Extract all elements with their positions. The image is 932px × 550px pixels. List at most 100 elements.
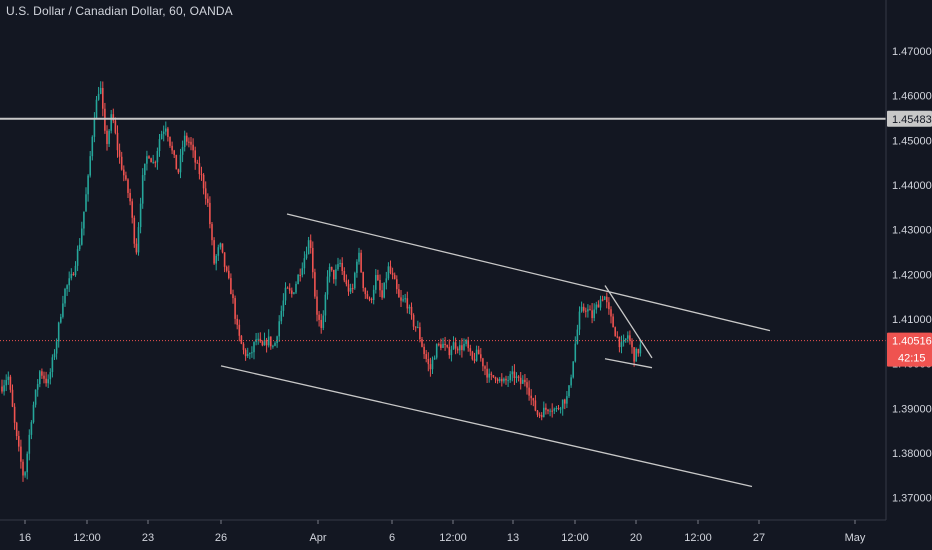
candle-body [442,343,444,348]
candle-body [377,274,379,281]
candle-body [414,326,417,328]
candle-body [627,335,629,339]
y-tick-label: 1.37000 [892,493,932,505]
candle-body [219,243,222,248]
candle-body [505,378,507,381]
candles-layer [1,81,642,482]
candle-body [601,299,604,301]
candle-body [412,315,415,327]
candle-body [496,379,499,381]
candle-body [461,345,463,351]
candle-body [578,311,581,330]
x-tick-label: 12:00 [684,532,712,544]
candle-body [576,329,579,344]
candle-body [616,336,619,338]
candle-body [169,136,171,146]
candle-body [209,202,211,225]
candle-body [270,336,272,347]
candle-body [519,377,522,384]
candle-body [492,374,495,378]
candle-body [135,243,138,253]
candle-body [26,453,28,473]
candle-body [183,135,186,148]
candle-body [3,385,5,392]
trendline-wedge-lower[interactable] [604,358,653,369]
candle-body [196,162,199,164]
candle-body [85,194,87,212]
candle-body [599,299,602,308]
candle-body [349,288,352,292]
candle-body [291,290,293,294]
candle-body [198,163,201,175]
candle-body [347,284,350,292]
candle-body [408,306,411,309]
candle-body [372,289,375,300]
x-tick-label: 16 [19,532,31,544]
trendline-channel-lower[interactable] [220,365,753,488]
candle-body [303,258,306,269]
candle-body [99,88,102,94]
candle-body [190,141,192,145]
candle-body [76,249,79,266]
candle-body [110,114,112,131]
trendline-wedge-upper[interactable] [604,285,653,359]
candle-body [131,201,133,218]
trendlines-layer[interactable] [220,213,771,488]
candle-body [213,240,215,264]
candle-body [255,339,257,343]
x-tick-label: 26 [215,532,227,544]
candle-body [129,192,131,202]
candle-body [337,264,339,270]
time-axis[interactable]: 16 12:00 23 26 Apr 6 12:00 13 12:00 20 12:00 27 May [19,520,866,544]
candle-body [68,278,70,286]
candle-body [114,120,117,133]
candle-body [517,376,520,378]
candle-body [238,324,241,336]
candle-body [555,408,558,410]
candle-body [62,303,64,317]
candle-body [211,224,213,241]
candle-body [427,359,430,365]
candle-body [49,372,52,380]
candle-body [545,407,547,410]
candle-body [221,243,224,253]
candle-body [106,130,108,144]
trendline-channel-upper[interactable] [286,213,771,332]
candle-body [351,288,354,290]
candle-body [284,287,287,301]
level-price-tag [887,110,932,127]
candle-body [467,340,469,349]
candle-body [488,373,490,378]
candle-body [417,327,419,329]
candle-body [158,139,161,151]
candle-body [522,379,524,384]
candle-body [393,274,396,280]
candle-body [593,309,595,319]
candle-body [144,163,146,176]
x-tick-label: May [845,532,866,544]
y-tick-label: 1.38000 [892,448,932,460]
x-tick-label: 13 [507,532,519,544]
price-axis[interactable]: 1.47000 1.46000 1.45000 1.44000 1.43000 1.420… [892,46,932,505]
candle-body [326,276,329,295]
candle-body [532,398,535,401]
candle-body [343,270,346,281]
candle-body [120,156,123,170]
candle-body [582,306,585,311]
candle-body [118,150,121,157]
candle-body [261,341,264,346]
candle-body [307,240,310,255]
candle-body [566,396,568,404]
candle-body [278,321,280,337]
candle-body [511,371,514,375]
candle-body [471,351,474,360]
candle-body [207,198,209,203]
candle-body [534,400,537,411]
candle-body [39,371,41,385]
candle-body [429,364,432,370]
candle-body [274,343,276,346]
x-tick-label: 12:00 [561,532,589,544]
candle-body [305,254,308,259]
